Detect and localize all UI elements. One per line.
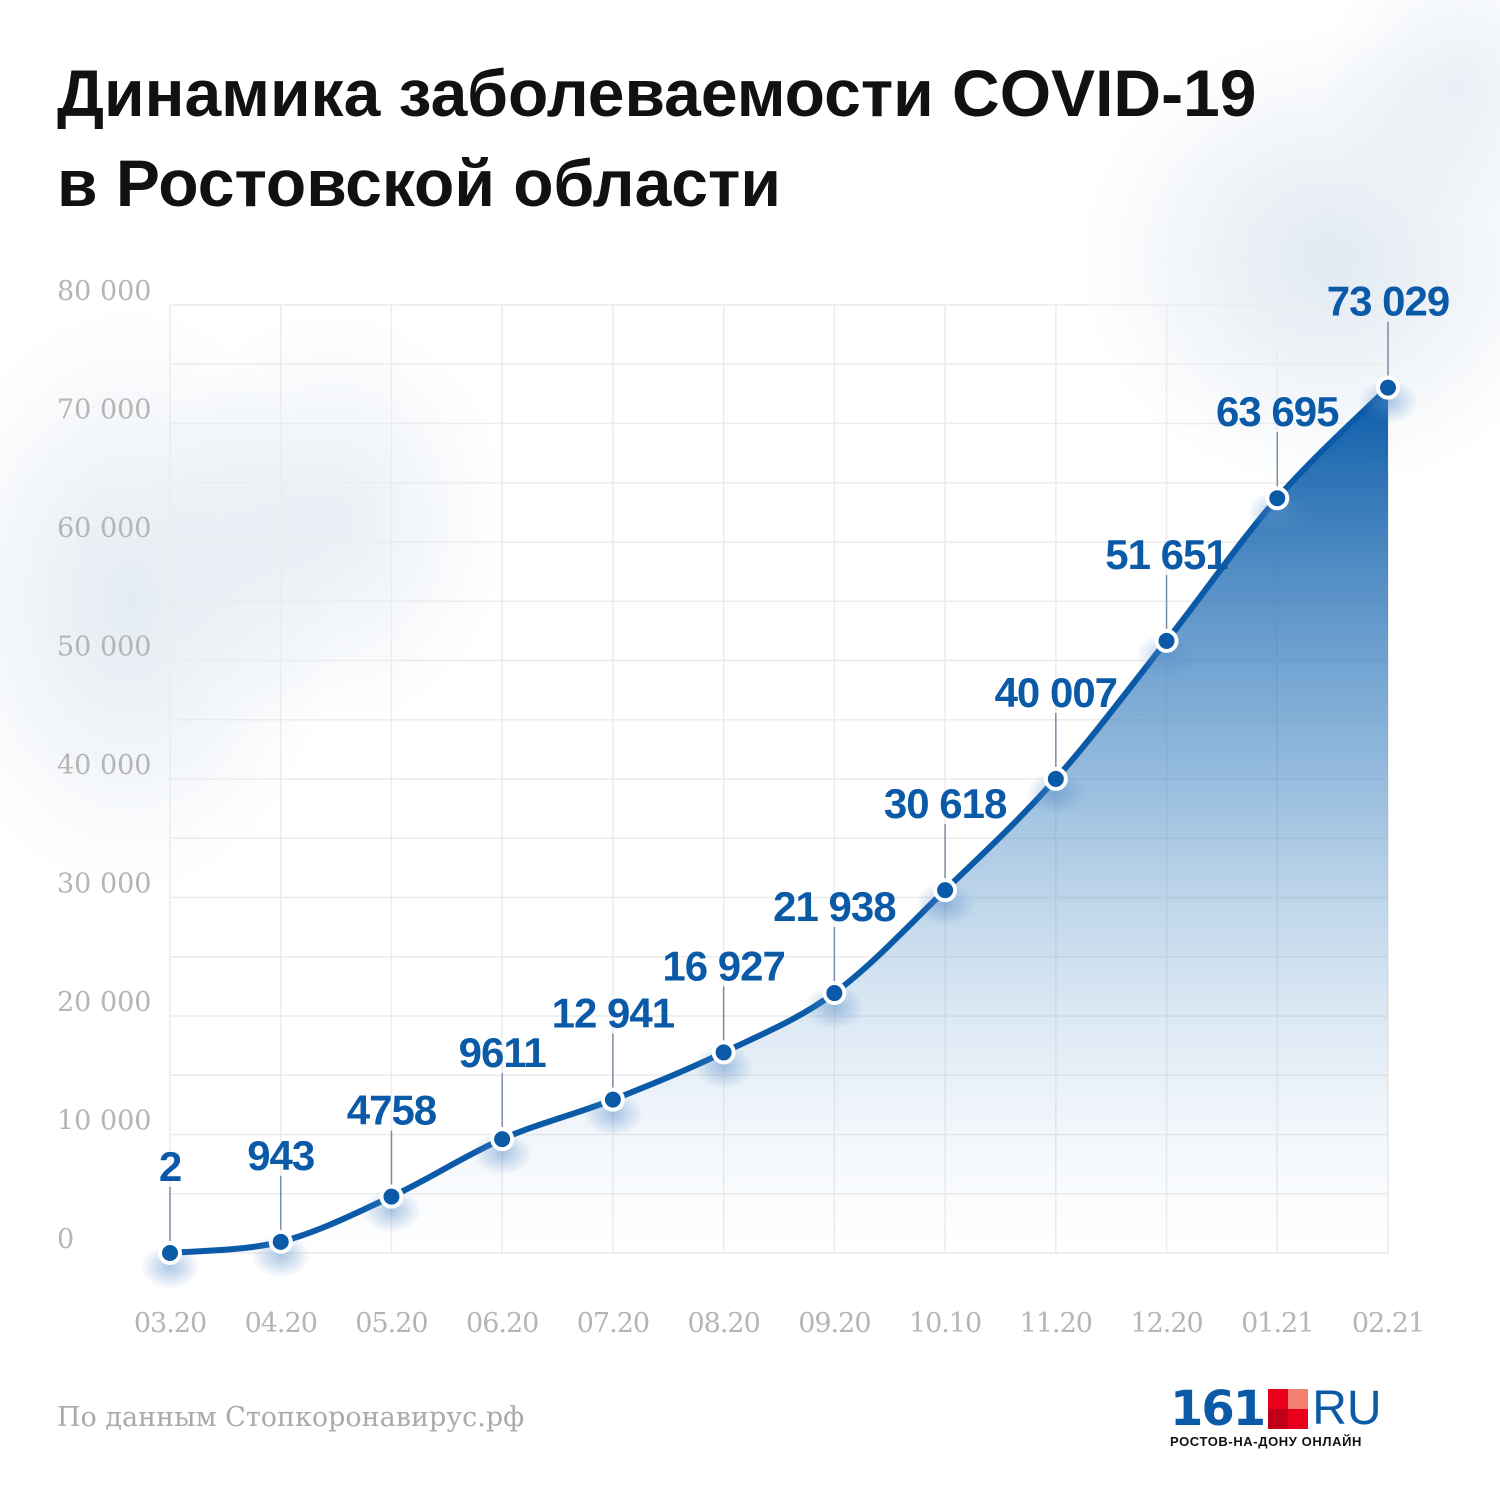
data-label: 12 941 (552, 990, 675, 1037)
x-tick-label: 04.20 (245, 1308, 317, 1339)
x-tick-label: 08.20 (687, 1308, 759, 1339)
logo-161ru: 161 RU РОСТОВ-НА-ДОНУ ОНЛАЙН (1170, 1381, 1382, 1450)
y-tick-label: 50 000 (57, 632, 151, 663)
point-glow (472, 1131, 533, 1176)
x-tick-label: 09.20 (798, 1308, 870, 1339)
y-tick-label: 30 000 (57, 869, 151, 900)
data-point (158, 1240, 182, 1265)
title-line-1: Динамика заболеваемости COVID-19 (57, 56, 1257, 130)
y-tick-label: 60 000 (57, 513, 151, 544)
data-point (1376, 375, 1400, 400)
y-tick-label: 40 000 (57, 750, 151, 781)
page-title: Динамика заболеваемости COVID-19 в Росто… (57, 48, 1256, 228)
data-point (600, 1087, 625, 1112)
x-tick-label: 10.10 (909, 1308, 981, 1339)
data-label: 4758 (347, 1087, 437, 1134)
title-line-2: в Ростовской области (57, 146, 781, 220)
data-label: 51 651 (1105, 531, 1228, 578)
data-label: 9611 (459, 1029, 547, 1076)
point-glow (915, 882, 976, 927)
point-glow (804, 985, 865, 1030)
point-glow (250, 1233, 311, 1278)
logo-squares-icon (1268, 1389, 1309, 1429)
x-tick-label: 01.21 (1241, 1308, 1313, 1339)
data-point (379, 1184, 404, 1209)
x-tick-label: 07.20 (577, 1308, 649, 1339)
data-point (1154, 628, 1179, 653)
data-label: 40 007 (995, 669, 1117, 716)
x-tick-label: 11.20 (1020, 1308, 1092, 1339)
y-tick-label: 10 000 (57, 1106, 151, 1137)
source-note: По данным Стопкоронавирус.рф (57, 1402, 525, 1433)
point-glow (361, 1188, 422, 1233)
area-fill (170, 387, 1388, 1254)
point-glow (1358, 379, 1418, 424)
data-point (711, 1040, 736, 1065)
point-glow (1025, 770, 1086, 815)
x-tick-label: 12.20 (1130, 1308, 1202, 1339)
data-label: 943 (247, 1132, 314, 1179)
point-glow (1247, 490, 1308, 535)
data-point (1265, 486, 1290, 511)
data-label: 30 618 (884, 780, 1007, 827)
data-point (268, 1229, 293, 1254)
x-tick-label: 05.20 (355, 1308, 427, 1339)
data-label: 16 927 (662, 942, 784, 989)
point-glow (582, 1091, 643, 1136)
y-tick-label: 70 000 (57, 395, 151, 426)
x-tick-label: 06.20 (466, 1308, 538, 1339)
data-label: 73 029 (1327, 278, 1449, 325)
data-label: 2 (159, 1143, 181, 1190)
data-label: 63 695 (1216, 388, 1339, 435)
y-tick-label: 0 (57, 1224, 74, 1255)
data-label: 21 938 (773, 883, 896, 930)
data-point (1043, 766, 1068, 791)
point-glow (693, 1044, 754, 1089)
data-point (490, 1127, 515, 1152)
data-point (933, 878, 958, 903)
logo-subtitle: РОСТОВ-НА-ДОНУ ОНЛАЙН (1170, 1434, 1363, 1449)
x-tick-label: 03.20 (134, 1308, 206, 1339)
logo-number: 161 (1170, 1381, 1266, 1437)
x-tick-label: 02.21 (1352, 1308, 1424, 1339)
data-point (822, 981, 847, 1006)
point-glow (140, 1244, 200, 1289)
y-tick-label: 80 000 (57, 276, 151, 307)
logo-suffix: RU (1312, 1382, 1382, 1435)
y-tick-label: 20 000 (57, 987, 151, 1018)
point-glow (1136, 632, 1197, 677)
